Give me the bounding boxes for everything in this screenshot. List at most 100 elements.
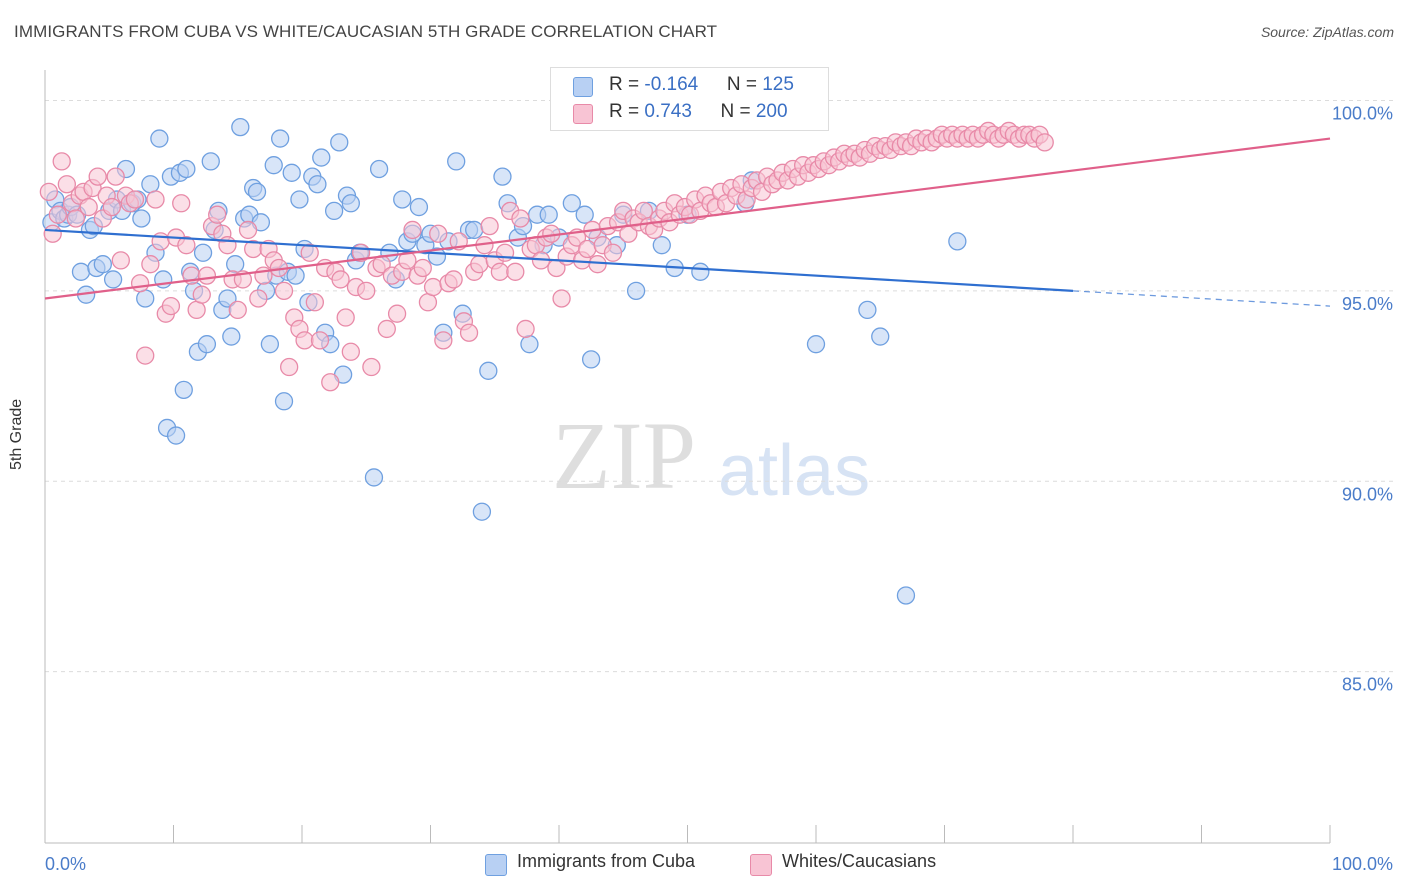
legend-label-cuba: Immigrants from Cuba [517,851,696,871]
cuba-point [369,159,389,179]
cuba-point [193,243,213,262]
cuba-point [136,289,155,308]
cuba-point [948,232,967,251]
cuba-point [871,327,890,346]
r-value-cuba: -0.164 [644,74,699,95]
cuba-point [222,327,241,346]
stats-swatch-whites [573,104,593,124]
whites-point [295,331,314,350]
whites-point [238,220,258,240]
whites-point [106,167,125,186]
cuba-point [286,266,305,285]
cuba-point [447,152,466,171]
whites-point [43,224,62,243]
y-tick-label: 95.0% [1342,294,1393,314]
watermark-zip: ZIP [552,402,696,509]
cuba-point [282,163,301,182]
whites-point [136,346,155,365]
cuba-point [493,167,512,186]
y-tick-label: 90.0% [1342,484,1393,504]
cuba-point [274,392,294,411]
whites-point [413,258,432,278]
whites-point [578,239,597,259]
whites-point [434,331,453,350]
cuba-point [177,159,196,179]
whites-point [377,319,396,339]
y-tick-label: 100.0% [1332,103,1393,123]
whites-point [403,220,422,240]
whites-point [177,236,196,255]
cuba-point [93,255,112,274]
whites-point [444,270,463,289]
whites-point [588,255,607,274]
watermark-atlas: atlas [718,431,871,511]
r-label-cuba: R = [609,74,645,95]
whites-point [192,285,211,304]
cuba-point [858,300,877,320]
whites-point [305,293,325,312]
whites-point [341,342,360,361]
cuba-point [260,335,280,354]
stats-legend: R = -0.164 N = 125 R = 0.743 N = 200 [550,67,829,131]
whites-point [208,205,227,224]
whites-point [66,209,85,228]
whites-point [79,197,98,217]
whites-point [279,357,299,377]
x-tick-label: 100.0% [1332,854,1393,874]
n-value-whites: 200 [755,101,788,122]
cuba-point [324,201,344,221]
whites-point [102,197,121,217]
whites-point [57,175,76,194]
cuba-point [271,129,290,148]
cuba-point [312,148,331,167]
whites-point [130,274,150,293]
r-label-whites: R = [609,101,645,122]
whites-point [141,255,160,274]
cuba-point [393,190,412,209]
whites-point [249,289,268,308]
y-tick-label: 85.0% [1342,675,1393,695]
cuba-point [218,289,237,308]
cuba-point [364,468,384,487]
cuba-point [174,380,193,400]
cuba-point [652,236,671,255]
cuba-point [247,182,267,202]
whites-point [161,296,181,316]
cuba-point [71,262,91,281]
whites-point [490,262,510,281]
whites-point [362,357,381,377]
whites-point [1035,133,1054,152]
whites-point [603,243,623,262]
whites-point [187,300,206,320]
cuba-point [166,426,186,445]
whites-point [429,224,448,243]
cuba-point [896,586,916,605]
whites-point [331,270,350,289]
whites-point [336,308,355,327]
whites-point [111,251,130,270]
whites-point [511,209,530,228]
cuba-point [308,175,327,194]
cuba-point [330,133,349,152]
cuba-point [539,205,558,224]
cuba-point [806,335,826,354]
whites-point [48,205,67,224]
whites-point [125,190,145,209]
n-label-whites: N = [720,101,756,122]
cuba-point [150,129,169,148]
stats-swatch-cuba [573,77,593,97]
x-tick-label: 0.0% [45,854,86,874]
whites-point [423,277,443,297]
whites-point [172,194,191,213]
cuba-point [226,255,245,274]
whites-point [300,243,319,262]
chart-title: IMMIGRANTS FROM CUBA VS WHITE/CAUCASIAN … [14,22,718,41]
n-value-cuba: 125 [762,74,794,95]
whites-point [88,167,107,186]
whites-point [39,182,59,202]
whites-point [495,243,515,262]
cuba-point [231,117,250,137]
whites-point [387,304,407,323]
cuba-point [520,335,539,354]
